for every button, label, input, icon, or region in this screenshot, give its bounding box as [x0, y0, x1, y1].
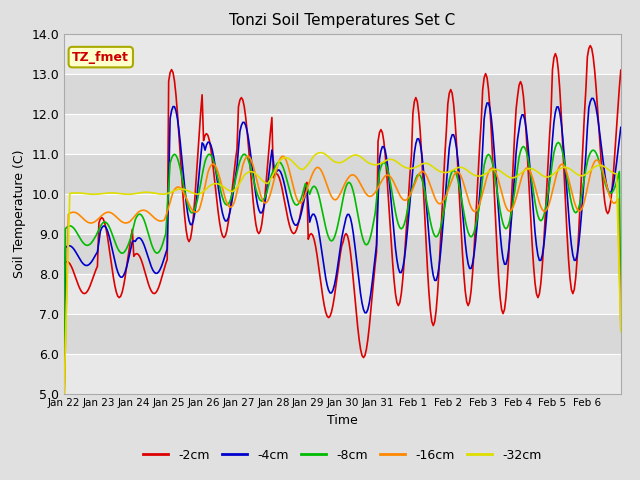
Bar: [64, 234, 621, 274]
-32cm: [97, 191, 104, 197]
-32cm: [316, 150, 324, 156]
-4cm: [346, 215, 354, 221]
-8cm: [346, 180, 354, 186]
-16cm: [617, 325, 625, 331]
Y-axis label: Soil Temperature (C): Soil Temperature (C): [13, 149, 26, 278]
-4cm: [540, 243, 548, 249]
-2cm: [617, 67, 625, 73]
-2cm: [458, 249, 466, 254]
-16cm: [541, 208, 549, 214]
-32cm: [541, 174, 549, 180]
-4cm: [60, 418, 68, 424]
-4cm: [79, 261, 87, 266]
-16cm: [348, 172, 356, 178]
Line: -32cm: -32cm: [64, 153, 621, 394]
-32cm: [458, 165, 466, 170]
Bar: [64, 193, 621, 234]
-4cm: [614, 149, 621, 155]
-8cm: [97, 224, 104, 229]
Bar: [64, 313, 621, 354]
-2cm: [360, 355, 367, 360]
-2cm: [586, 43, 594, 48]
Bar: [64, 274, 621, 313]
Bar: [64, 154, 621, 193]
-8cm: [60, 348, 68, 354]
-2cm: [616, 85, 623, 91]
Line: -2cm: -2cm: [64, 46, 621, 358]
-16cm: [458, 177, 466, 182]
-32cm: [614, 224, 621, 229]
-2cm: [79, 290, 87, 296]
-16cm: [60, 402, 68, 408]
-32cm: [79, 191, 87, 196]
Line: -4cm: -4cm: [64, 98, 621, 421]
-2cm: [541, 215, 549, 220]
-8cm: [457, 192, 465, 198]
X-axis label: Time: Time: [327, 414, 358, 427]
-8cm: [554, 140, 562, 145]
Text: TZ_fmet: TZ_fmet: [72, 50, 129, 63]
-8cm: [614, 174, 621, 180]
-8cm: [540, 213, 548, 219]
-8cm: [79, 240, 87, 245]
-4cm: [97, 228, 104, 234]
-4cm: [617, 124, 625, 130]
-4cm: [457, 190, 465, 196]
Bar: [64, 354, 621, 394]
Title: Tonzi Soil Temperatures Set C: Tonzi Soil Temperatures Set C: [229, 13, 456, 28]
Line: -8cm: -8cm: [64, 143, 621, 351]
-16cm: [97, 214, 104, 220]
Bar: [64, 73, 621, 114]
Line: -16cm: -16cm: [64, 156, 621, 405]
-32cm: [60, 391, 68, 396]
-16cm: [243, 154, 251, 159]
-8cm: [617, 308, 625, 313]
-2cm: [346, 249, 354, 254]
Bar: [64, 114, 621, 154]
-4cm: [588, 96, 596, 101]
Legend: -2cm, -4cm, -8cm, -16cm, -32cm: -2cm, -4cm, -8cm, -16cm, -32cm: [138, 444, 547, 467]
-32cm: [348, 153, 356, 159]
-16cm: [79, 216, 87, 221]
-2cm: [60, 261, 68, 266]
Bar: [64, 34, 621, 73]
-16cm: [614, 196, 621, 202]
-32cm: [617, 329, 625, 335]
-2cm: [97, 216, 104, 222]
